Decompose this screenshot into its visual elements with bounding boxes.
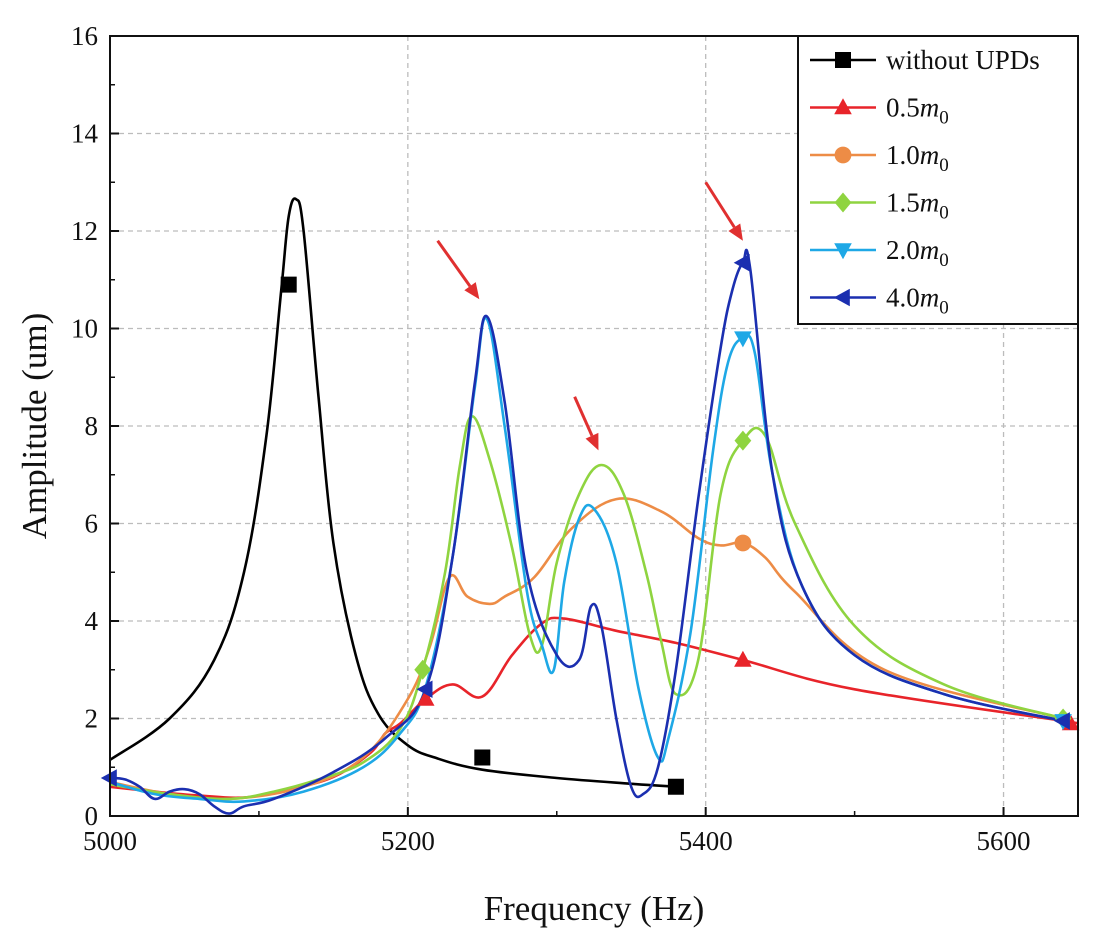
y-axis-label: Amplitude (um)	[15, 313, 54, 540]
legend-label-subscript: 0	[939, 250, 949, 271]
legend-label-prefix: 0.5	[886, 93, 920, 123]
data-point-without-upds	[474, 749, 491, 766]
legend-marker-1-0m0	[834, 146, 852, 164]
legend-label-0-5m0: 0.5m0	[886, 93, 949, 129]
data-point-4-0m0	[733, 253, 750, 272]
legend-label-prefix: 1.5	[886, 188, 920, 218]
data-point-without-upds	[280, 276, 297, 293]
y-tick-label: 10	[71, 314, 98, 344]
series-line-1-0m0	[110, 497, 1065, 801]
y-tick-label: 16	[71, 21, 98, 51]
legend-label-subscript: 0	[939, 155, 949, 176]
legend-marker-4-0m0	[833, 288, 850, 307]
legend-label-prefix: 4.0	[886, 283, 920, 313]
legend-label-symbol: m	[920, 93, 940, 123]
legend-label-4-0m0: 4.0m0	[886, 283, 949, 319]
data-point-4-0m0	[416, 680, 433, 698]
data-point-1-5m0	[734, 430, 752, 451]
annotation-arrow-head	[464, 282, 480, 300]
data-point-0-5m0	[416, 689, 435, 706]
legend-label-subscript: 0	[939, 203, 949, 224]
legend-label-symbol: m	[920, 235, 940, 265]
x-tick-label: 5400	[679, 826, 733, 856]
annotation-arrow-head	[585, 432, 599, 451]
y-tick-label: 4	[85, 606, 99, 636]
axis-ticks: 5000 5200 5400 5600 0 2 4 6 8 10 12 14 16	[71, 21, 1031, 856]
x-tick-label: 5600	[977, 826, 1031, 856]
series-line-1-5m0	[110, 415, 1065, 801]
data-point-without-upds	[667, 778, 684, 795]
data-point-1-0m0	[734, 534, 752, 552]
x-tick-label: 5200	[381, 826, 435, 856]
legend-label-without-upds: without UPDs	[886, 45, 1040, 75]
series-line-without-upds	[110, 197, 678, 789]
data-point-0-5m0	[734, 650, 752, 667]
legend-label-symbol: m	[920, 140, 940, 170]
legend-label-symbol: m	[920, 188, 940, 218]
y-tick-label: 14	[71, 119, 99, 149]
series-line-0-5m0	[110, 616, 1078, 800]
x-tick-label: 5000	[83, 826, 137, 856]
legend-label-1-0m0: 1.0m0	[886, 140, 949, 176]
y-tick-label: 8	[85, 411, 99, 441]
y-tick-label: 12	[71, 216, 98, 246]
legend-label-subscript: 0	[939, 108, 949, 129]
legend-box	[797, 35, 1079, 325]
legend-marker-0-5m0	[834, 98, 852, 115]
annotation-arrows	[436, 181, 743, 451]
y-tick-label: 6	[85, 509, 99, 539]
legend-marker-2-0m0	[834, 243, 852, 260]
legend-label-prefix: 2.0	[886, 235, 920, 265]
annotation-arrow-shaft	[436, 239, 472, 288]
annotation-arrow-head	[728, 223, 743, 241]
series-markers	[100, 253, 1080, 795]
legend-label-prefix: without UPDs	[886, 45, 1040, 75]
annotation-arrow-shaft	[704, 181, 736, 229]
y-tick-label: 2	[85, 704, 99, 734]
legend-label-subscript: 0	[939, 298, 949, 319]
data-point-2-0m0	[734, 331, 752, 348]
series-lines	[110, 197, 1078, 815]
legend-label-1-5m0: 1.5m0	[886, 188, 949, 224]
legend-marker-1-5m0	[834, 192, 852, 213]
legend-label-2-0m0: 2.0m0	[886, 235, 949, 271]
legend-marker-without-upds	[835, 52, 851, 68]
data-point-4-0m0	[100, 769, 117, 787]
series-line-4-0m0	[110, 248, 1065, 815]
legend-label-prefix: 1.0	[886, 140, 920, 170]
data-point-1-5m0	[414, 659, 432, 680]
data-point-4-0m0	[1053, 712, 1070, 730]
series-line-2-0m0	[110, 316, 1065, 804]
annotation-arrow-shaft	[573, 396, 594, 437]
x-axis-label: Frequency (Hz)	[484, 889, 705, 928]
y-tick-label: 0	[85, 801, 99, 831]
legend-label-symbol: m	[920, 283, 940, 313]
